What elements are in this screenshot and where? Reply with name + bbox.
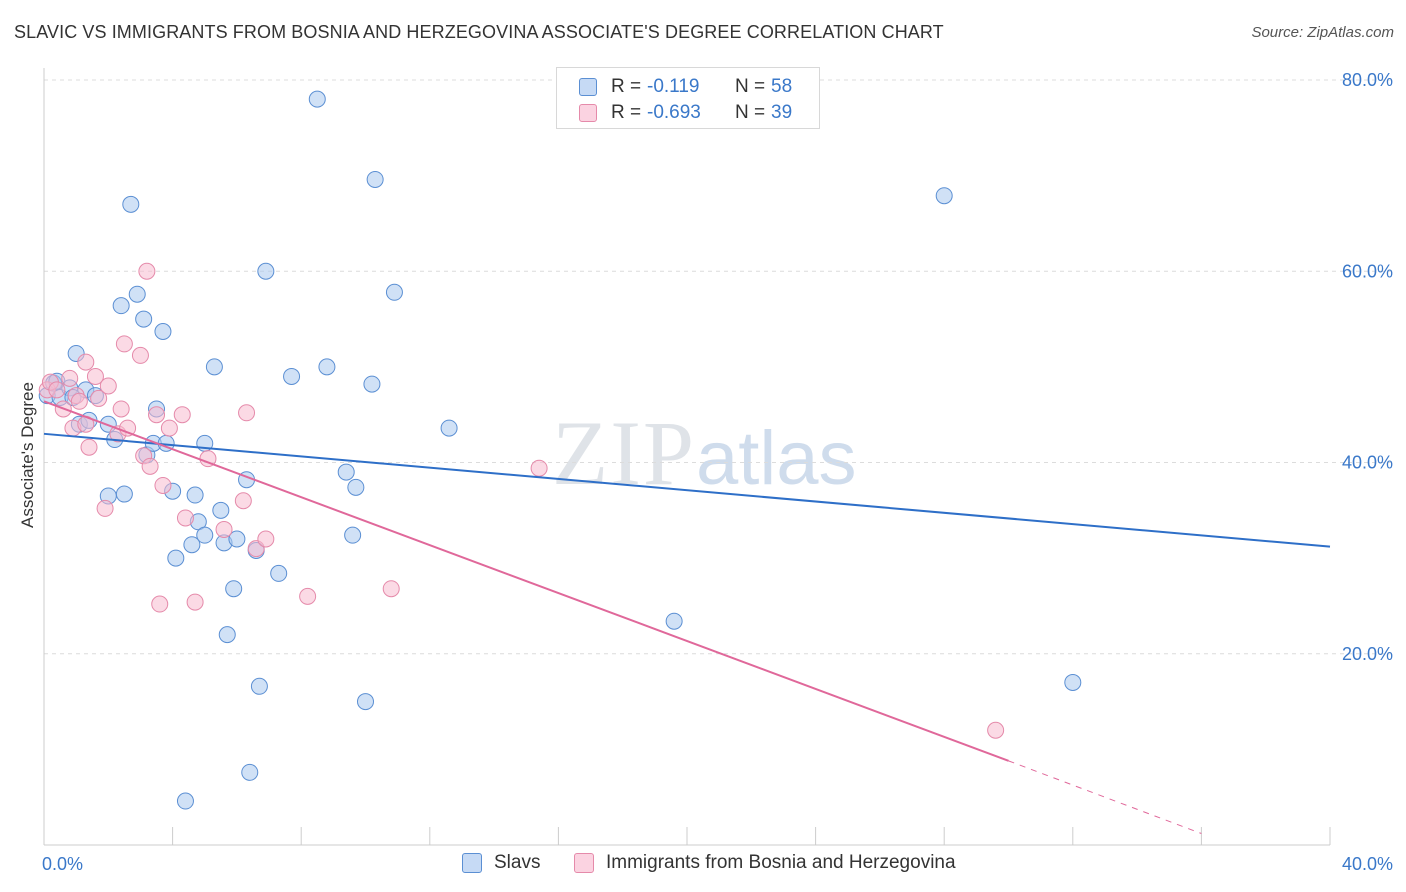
- y-tick-label: 20.0%: [1342, 644, 1393, 664]
- bosnia-point: [77, 353, 95, 371]
- slavs-point: [1064, 673, 1082, 691]
- bosnia-point: [48, 381, 66, 399]
- bosnia-point: [186, 593, 204, 611]
- legend-r-value: -0.693: [647, 102, 701, 123]
- bosnia-point: [99, 377, 117, 395]
- slavs-trend-line: [43, 432, 1331, 548]
- bosnia-point: [86, 367, 104, 385]
- slavs-point: [212, 501, 230, 519]
- bosnia-point: [80, 438, 98, 456]
- bosnia-point: [154, 476, 172, 494]
- slavs-point: [270, 564, 288, 582]
- slavs-point: [122, 195, 140, 213]
- slavs-point: [250, 677, 268, 695]
- bosnia-trend-line: [43, 400, 1009, 762]
- legend-r-label: R =: [611, 76, 642, 97]
- slavs-point: [112, 297, 130, 315]
- legend-n-value: 58: [771, 76, 793, 97]
- slavs-point: [257, 262, 275, 280]
- bosnia-point: [257, 530, 275, 548]
- legend-r-label: R =: [611, 102, 642, 123]
- bosnia-point: [151, 595, 169, 613]
- bosnia-point: [138, 262, 156, 280]
- bosnia-point: [987, 721, 1005, 739]
- bosnia-point: [90, 389, 108, 407]
- legend-r-value: -0.119: [647, 76, 700, 97]
- bosnia-point: [112, 400, 130, 418]
- slavs-point: [283, 367, 301, 385]
- slavs-point: [186, 486, 204, 504]
- bosnia-point: [234, 492, 252, 510]
- bosnia-point: [382, 580, 400, 598]
- bosnia-label: Immigrants from Bosnia and Herzegovina: [606, 852, 956, 873]
- slavs-point: [115, 485, 133, 503]
- bosnia-point: [141, 457, 159, 475]
- slavs-point: [167, 549, 185, 567]
- slavs-point: [344, 526, 362, 544]
- slavs-label: Slavs: [494, 852, 541, 873]
- stats-legend: R = -0.119 N = 58 R = -0.693 N = 39: [556, 67, 820, 129]
- slavs-point: [363, 375, 381, 393]
- slavs-point: [935, 187, 953, 205]
- bosnia-point: [176, 509, 194, 527]
- slavs-point: [366, 170, 384, 188]
- bosnia-point: [148, 406, 166, 424]
- slavs-point: [308, 90, 326, 108]
- legend-n-label: N =: [735, 102, 766, 123]
- slavs-point: [440, 419, 458, 437]
- slavs-point: [337, 463, 355, 481]
- legend-n-label: N =: [735, 76, 766, 97]
- slavs-point: [318, 358, 336, 376]
- slavs-point: [665, 612, 683, 630]
- bosnia-trend-extension: [1008, 760, 1202, 834]
- bosnia-point: [299, 587, 317, 605]
- slavs-swatch: [462, 853, 482, 873]
- bosnia-point: [61, 369, 79, 387]
- bosnia-point: [173, 406, 191, 424]
- bosnia-point: [160, 419, 178, 437]
- bosnia-point: [115, 335, 133, 353]
- slavs-point: [154, 322, 172, 340]
- bosnia-point: [119, 419, 137, 437]
- y-tick-label: 80.0%: [1342, 70, 1393, 90]
- slavs-point: [205, 358, 223, 376]
- legend-swatch-pink: [579, 104, 597, 122]
- slavs-point: [135, 310, 153, 328]
- chart-title: SLAVIC VS IMMIGRANTS FROM BOSNIA AND HER…: [14, 22, 944, 42]
- bosnia-point: [530, 459, 548, 477]
- y-tick-label: 60.0%: [1342, 261, 1393, 281]
- slavs-point: [196, 526, 214, 544]
- legend-swatch-blue: [579, 78, 597, 96]
- slavs-point: [357, 693, 374, 711]
- slavs-point: [183, 536, 201, 554]
- bosnia-point: [70, 392, 88, 410]
- bosnia-point: [131, 346, 149, 364]
- bosnia-point: [238, 404, 256, 422]
- source-label: Source: ZipAtlas.com: [1251, 24, 1394, 41]
- slavs-point: [218, 626, 236, 644]
- bosnia-swatch: [574, 853, 594, 873]
- legend-n-value: 39: [771, 102, 793, 123]
- bosnia-point: [215, 520, 233, 538]
- bosnia-point: [96, 499, 114, 517]
- slavs-point: [228, 530, 246, 548]
- slavs-point: [176, 792, 194, 810]
- slavs-point: [385, 283, 403, 301]
- slavs-point: [128, 285, 146, 303]
- x-tick-label: 0.0%: [42, 854, 83, 874]
- slavs-point: [225, 580, 243, 598]
- y-axis-title: Associate's Degree: [18, 382, 37, 528]
- slavs-point: [347, 478, 365, 496]
- y-tick-label: 40.0%: [1342, 453, 1393, 473]
- x-tick-label: 40.0%: [1342, 854, 1393, 874]
- slavs-point: [241, 763, 259, 781]
